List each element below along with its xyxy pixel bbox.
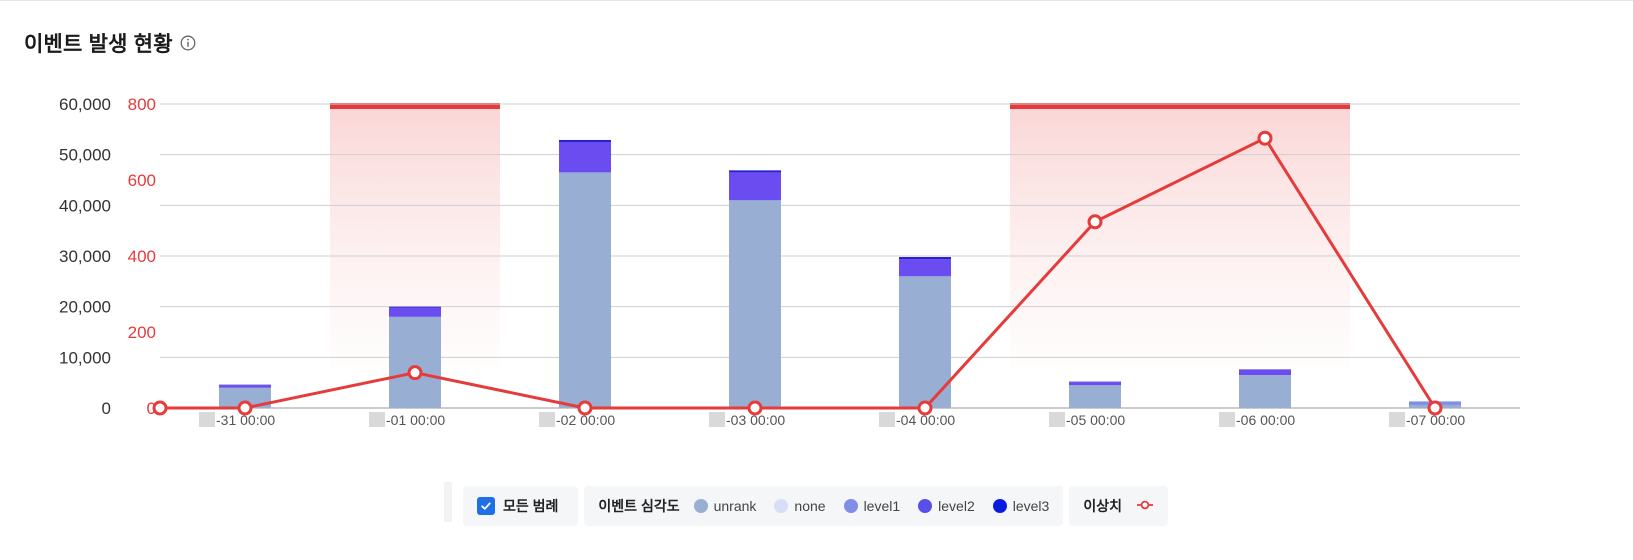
y-right-tick-label: 600 bbox=[128, 171, 156, 190]
legend-item-label: level3 bbox=[1012, 498, 1050, 514]
info-icon[interactable] bbox=[179, 34, 197, 52]
y-right-tick-label: 400 bbox=[128, 247, 156, 266]
masked-date-prefix bbox=[1049, 412, 1065, 427]
bar-segment-unrank bbox=[1239, 375, 1291, 408]
x-tick-label: -05 00:00 bbox=[1066, 412, 1125, 428]
legend-anomaly-title: 이상치 bbox=[1083, 498, 1122, 514]
anomaly-point bbox=[1427, 400, 1443, 416]
legend-item-label: level2 bbox=[938, 498, 975, 514]
bar-segment-unrank bbox=[729, 200, 781, 408]
bar-segment-level3 bbox=[219, 384, 271, 386]
y-left-tick-label: 30,000 bbox=[59, 247, 111, 266]
legend-divider bbox=[444, 482, 452, 522]
y-left-tick-label: 40,000 bbox=[59, 196, 111, 215]
bar-segment-level2 bbox=[899, 259, 951, 277]
masked-date-prefix bbox=[539, 412, 555, 427]
legend-item-label: none bbox=[794, 498, 826, 514]
title-row: 이벤트 발생 현황 bbox=[24, 28, 197, 58]
masked-date-prefix bbox=[369, 412, 385, 427]
y-left-tick-label: 60,000 bbox=[59, 95, 111, 114]
y-left-tick-label: 10,000 bbox=[59, 348, 111, 367]
legend-severity-group: 이벤트 심각도 unrank none level1 level2 level3 bbox=[584, 486, 1064, 526]
anomaly-point bbox=[407, 365, 423, 381]
legend-item-none[interactable]: none bbox=[774, 498, 826, 514]
event-chart: 0 10,000 20,000 30,000 40,000 50,000 60,000 0 20… bbox=[59, 95, 1520, 428]
panel-top-border bbox=[0, 0, 1633, 1]
bar-segment-unrank bbox=[559, 172, 611, 408]
anomaly-point bbox=[152, 400, 168, 416]
bar-segment-unrank bbox=[899, 276, 951, 408]
masked-date-prefix bbox=[879, 412, 895, 427]
y-left-tick-label: 0 bbox=[102, 399, 111, 418]
y-right-tick-label: 200 bbox=[128, 323, 156, 342]
legend-item-level1[interactable]: level1 bbox=[843, 498, 901, 514]
y-left-tick-label: 50,000 bbox=[59, 146, 111, 165]
y-left-tick-label: 20,000 bbox=[59, 298, 111, 317]
legend-anomaly-group[interactable]: 이상치 bbox=[1069, 486, 1168, 526]
anomaly-point bbox=[917, 400, 933, 416]
x-tick-label: -07 00:00 bbox=[1406, 412, 1465, 428]
bar-segment-level2 bbox=[1069, 382, 1121, 386]
bar-segment-level2 bbox=[219, 385, 271, 388]
bar-segment-level3 bbox=[899, 257, 951, 260]
x-tick-label: -03 00:00 bbox=[726, 412, 785, 428]
anomaly-point bbox=[577, 400, 593, 416]
legend-item-level2[interactable]: level2 bbox=[918, 498, 975, 514]
panel-title: 이벤트 발생 현황 bbox=[24, 33, 173, 56]
anomaly-range-marker bbox=[330, 103, 500, 109]
anomaly-point bbox=[237, 400, 253, 416]
legend-item-unrank[interactable]: unrank bbox=[693, 498, 757, 514]
legend-dot-icon bbox=[693, 499, 708, 513]
masked-date-prefix bbox=[709, 412, 725, 427]
bar-segment-unrank bbox=[389, 316, 441, 408]
legend-item-level3[interactable]: level3 bbox=[992, 498, 1050, 514]
masked-date-prefix bbox=[1389, 412, 1405, 427]
checkbox-checked-icon[interactable] bbox=[477, 497, 495, 515]
bar-segment-level2 bbox=[389, 307, 441, 317]
anomaly-range-marker bbox=[1010, 103, 1350, 109]
legend: 모든 범례 이벤트 심각도 unrank none level1 level2 bbox=[463, 486, 1168, 526]
x-tick-label: -02 00:00 bbox=[556, 412, 615, 428]
x-tick-label: -31 00:00 bbox=[216, 412, 275, 428]
bar-segment-level3 bbox=[1069, 381, 1121, 383]
bar-segment-level2 bbox=[729, 172, 781, 201]
legend-dot-icon bbox=[843, 499, 858, 513]
bar-segment-unrank bbox=[219, 387, 271, 408]
anomaly-range-band bbox=[1010, 104, 1350, 369]
x-tick-label: -01 00:00 bbox=[386, 412, 445, 428]
legend-all-toggle[interactable]: 모든 범례 bbox=[463, 486, 579, 526]
bar-segment-level2 bbox=[1239, 370, 1291, 376]
legend-dot-icon bbox=[774, 499, 789, 513]
anomaly-point bbox=[1257, 130, 1273, 146]
legend-item-label: level1 bbox=[863, 498, 901, 514]
legend-severity-title: 이벤트 심각도 bbox=[598, 498, 680, 514]
masked-date-prefix bbox=[1219, 412, 1235, 427]
bar-segment-level3 bbox=[1239, 369, 1291, 370]
y-right-tick-label: 800 bbox=[128, 95, 156, 114]
legend-item-label: unrank bbox=[713, 498, 757, 514]
bar-segment-level2 bbox=[559, 142, 611, 173]
masked-date-prefix bbox=[199, 412, 215, 427]
bar-segment-level3 bbox=[389, 306, 441, 308]
bar-segment-level3 bbox=[559, 139, 611, 142]
anomaly-point bbox=[747, 400, 763, 416]
legend-dot-icon bbox=[918, 499, 933, 513]
bar-segment-unrank bbox=[1069, 385, 1121, 408]
bar-segment-level3 bbox=[729, 170, 781, 173]
legend-dot-icon bbox=[992, 499, 1007, 513]
anomaly-line-marker-icon bbox=[1136, 498, 1154, 514]
legend-all-label: 모든 범례 bbox=[503, 498, 559, 514]
x-tick-label: -06 00:00 bbox=[1236, 412, 1295, 428]
y-right-tick-label: 0 bbox=[147, 399, 156, 418]
anomaly-point bbox=[1087, 214, 1103, 230]
x-tick-label: -04 00:00 bbox=[896, 412, 955, 428]
